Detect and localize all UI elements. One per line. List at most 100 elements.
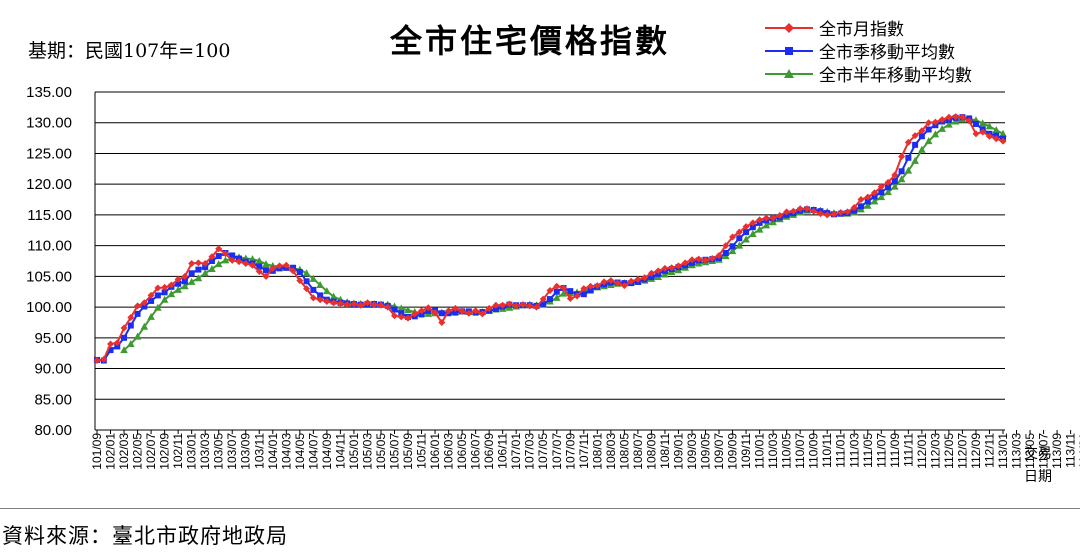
monthly-point: [282, 261, 290, 269]
quarterly-point: [972, 120, 979, 127]
halfyear-point: [938, 124, 946, 132]
monthly-point: [979, 128, 987, 136]
monthly-point: [336, 299, 344, 307]
monthly-point: [553, 282, 561, 290]
monthly-point: [702, 256, 710, 264]
monthly-point: [499, 301, 507, 309]
monthly-point: [614, 279, 622, 287]
x-tick-label: 112/09: [969, 433, 983, 469]
halfyear-point: [154, 303, 162, 311]
monthly-point: [742, 223, 750, 231]
x-tick-label: 108/09: [644, 433, 658, 470]
legend-label-quarterly: 全市季移動平均數: [819, 43, 955, 63]
x-tick-label: 104/11: [333, 433, 347, 469]
halfyear-point: [140, 322, 149, 330]
x-tick-label: 101/09: [90, 433, 104, 470]
monthly-point: [769, 214, 777, 222]
halfyear-point: [309, 274, 318, 282]
legend-label-halfyear: 全市半年移動平均數: [819, 66, 972, 86]
monthly-point: [708, 255, 716, 263]
monthly-point: [972, 130, 980, 138]
halfyear-point: [661, 270, 669, 278]
halfyear-point: [897, 175, 906, 183]
monthly-point: [221, 250, 229, 258]
monthly-point: [330, 299, 338, 307]
monthly-point: [465, 309, 473, 317]
quarterly-point: [540, 301, 547, 308]
quarterly-point: [114, 343, 121, 350]
monthly-point: [560, 284, 568, 292]
monthly-point: [154, 284, 162, 292]
x-tick-label: 112/03: [928, 433, 942, 469]
monthly-point: [796, 205, 804, 213]
monthly-point: [127, 314, 135, 322]
monthly-point: [174, 275, 182, 283]
quarterly-point: [310, 286, 317, 293]
monthly-point: [255, 267, 263, 275]
x-tick-label: 105/05: [374, 433, 388, 470]
quarterly-point: [398, 310, 405, 317]
x-tick-label: 113/11: [1064, 433, 1078, 468]
y-tick-label: 115.00: [27, 207, 72, 224]
quarterly-point: [553, 288, 560, 295]
monthly-point: [249, 261, 257, 269]
legend: 全市月指數 全市季移動平均數 全市半年移動平均數: [765, 16, 972, 86]
monthly-point: [316, 296, 324, 304]
monthly-point: [864, 193, 872, 201]
monthly-point: [816, 210, 824, 218]
x-tick-label: 105/01: [347, 433, 361, 470]
quarterly-point: [175, 280, 182, 287]
y-tick-label: 135.00: [26, 84, 72, 101]
quarterly-point: [141, 303, 148, 310]
monthly-point: [134, 302, 142, 310]
x-tick-label: 113/05: [1023, 433, 1037, 469]
monthly-point: [458, 307, 466, 315]
x-tick-label: 112/01: [915, 433, 929, 469]
quarterly-point: [648, 273, 655, 280]
x-tick-label: 103/03: [198, 433, 212, 470]
x-tick-label: 107/03: [523, 433, 537, 470]
quarterly-point: [208, 258, 215, 264]
monthly-point: [587, 282, 595, 290]
quarterly-point: [864, 198, 871, 205]
monthly-point: [627, 277, 635, 285]
monthly-point: [397, 313, 405, 321]
halfyear-point: [870, 197, 879, 205]
quarterly-point: [121, 334, 128, 341]
y-tick-label: 105.00: [26, 268, 72, 285]
y-tick-label: 85.00: [34, 391, 72, 408]
quarterly-point: [722, 250, 729, 257]
x-unit-label-1: 交易: [1024, 446, 1052, 462]
monthly-point: [357, 301, 365, 309]
monthly-point: [580, 285, 588, 293]
legend-swatch-monthly: [765, 22, 813, 33]
monthly-point: [877, 183, 885, 191]
halfyear-point: [863, 201, 872, 209]
monthly-point: [370, 301, 378, 309]
chart-canvas: 80.00 85.00 90.00 95.00 100.00 105.00 110.00 11…: [26, 84, 1080, 470]
monthly-point: [120, 324, 128, 332]
monthly-point: [303, 285, 311, 293]
halfyear-point: [302, 269, 311, 277]
monthly-point: [931, 118, 939, 126]
monthly-point: [729, 233, 737, 241]
x-tick-label: 105/09: [401, 433, 415, 470]
quarterly-point: [296, 269, 303, 276]
x-tick-label: 110/01: [753, 433, 767, 469]
monthly-point: [296, 277, 304, 285]
halfyear-point: [891, 182, 899, 190]
quarterly-point: [580, 291, 587, 298]
x-tick-label: 113/09: [1050, 433, 1064, 469]
monthly-point: [898, 153, 906, 161]
quarterly-point: [925, 126, 932, 133]
x-tick-label: 111/03: [847, 433, 861, 468]
monthly-point: [519, 301, 527, 309]
halfyear-point: [201, 269, 209, 277]
quarterly-point: [492, 305, 499, 312]
x-tick-label: 104/01: [266, 433, 280, 470]
monthly-point: [688, 256, 696, 264]
quarterly-point: [317, 292, 324, 299]
halfyear-point: [167, 290, 176, 298]
x-tick-label: 108/11: [658, 433, 672, 469]
legend-swatch-halfyear: [765, 68, 813, 78]
